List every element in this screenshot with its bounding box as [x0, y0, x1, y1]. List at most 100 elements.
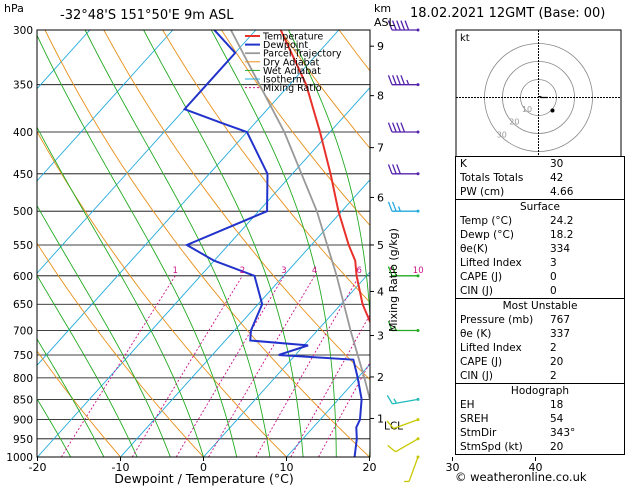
index-label: Temp (°C): [460, 215, 513, 227]
index-label: SREH: [460, 413, 489, 425]
index-row: StmDir 343°: [456, 426, 624, 440]
index-row: StmSpd (kt) 20: [456, 440, 624, 454]
wet-adiabat-line: [37, 397, 72, 457]
legend-label: Dewpoint: [263, 40, 308, 51]
wind-barb: [387, 320, 420, 333]
wet-adiabat-line: [288, 30, 370, 457]
index-row: Temp (°C) 24.2: [456, 214, 624, 228]
index-label: StmSpd (kt): [460, 441, 523, 453]
index-row: θe(K) 334: [456, 242, 624, 256]
isotherm-line: [203, 271, 370, 457]
index-value: 334: [550, 243, 571, 255]
temp-tick-label: -10: [112, 461, 130, 474]
parcel-trajectory-line: [230, 30, 370, 403]
mixing-ratio-label: 6: [357, 266, 362, 276]
index-value: 30: [550, 158, 564, 170]
dry-adiabat-line: [44, 30, 370, 457]
wet-adiabat-line: [84, 30, 271, 457]
index-row: θe (K) 337: [456, 327, 624, 341]
index-row: Dewp (°C) 18.2: [456, 228, 624, 242]
pressure-tick-label: 400: [13, 127, 33, 139]
km-label: km: [374, 2, 391, 15]
hodograph-title: Hodograph: [510, 385, 570, 397]
mixing-ratio-axis-title: Mixing Ratio (g/kg): [387, 228, 400, 332]
km-tick-label: 6: [377, 191, 384, 204]
index-value: 54: [550, 413, 564, 425]
wet-adiabat-line: [143, 30, 304, 457]
temp-tick-label: 30: [446, 461, 460, 474]
index-row: K 30: [456, 157, 624, 171]
wind-barb: [404, 455, 420, 483]
pressure-tick-label: 300: [13, 25, 33, 37]
pressure-tick-label: 500: [13, 206, 33, 218]
date-title: 18.02.2021 12GMT (Base: 00): [410, 6, 606, 21]
legend-label: Isotherm: [263, 75, 305, 86]
storm-motion-dot: [550, 108, 555, 113]
isotherm-line: [37, 30, 257, 274]
isotherm-line: [286, 363, 370, 457]
isotherm-line: [0, 30, 7, 457]
km-tick-label: 1: [377, 412, 384, 425]
mixing-ratio-label: 3: [281, 266, 286, 276]
index-row: EH 18: [456, 398, 624, 412]
km-tick-label: 7: [377, 142, 384, 155]
temp-tick-label: 10: [280, 461, 294, 474]
wind-barb: [387, 201, 420, 213]
temp-tick-label: 0: [200, 461, 207, 474]
wet-adiabat-line: [37, 34, 238, 457]
wind-barb: [387, 266, 420, 278]
temperature-line: [279, 30, 370, 325]
index-label: CAPE (J): [460, 271, 503, 283]
hpa-label: hPa: [4, 2, 24, 15]
index-label: EH: [460, 399, 475, 411]
isotherm-line: [120, 179, 370, 457]
index-label: Totals Totals: [460, 172, 524, 184]
hodograph-unit-label: kt: [460, 33, 470, 44]
mixing-ratio-label: 1: [172, 266, 177, 276]
mixing-ratio-line: [175, 275, 285, 457]
copyright-text: © weatheronline.co.uk: [455, 470, 587, 484]
mixing-ratio-label: 10: [413, 266, 424, 276]
km-tick-label: 5: [377, 239, 384, 252]
index-row: PW (cm) 4.66: [456, 185, 624, 199]
hodograph-ring-label: 10: [522, 105, 532, 114]
index-value: 20: [550, 356, 564, 368]
legend-label: Wet Adiabat: [263, 66, 321, 77]
pressure-tick-label: 750: [13, 350, 33, 362]
index-value: 2: [550, 370, 557, 382]
wind-barb: [387, 122, 420, 134]
hodograph-section: Hodograph EH 18 SREH 54 StmDir 343° StmSpd (kt…: [456, 383, 624, 454]
km-tick-label: 9: [377, 40, 384, 53]
km-tick-label: 2: [377, 371, 384, 384]
wind-barb: [387, 20, 420, 32]
dry-adiabat-line: [221, 30, 370, 227]
index-row: CIN (J) 2: [456, 369, 624, 383]
wind-barb: [386, 394, 420, 405]
wind-barb: [387, 75, 420, 87]
index-value: 18.2: [550, 229, 574, 241]
km-tick-label: 4: [377, 285, 384, 298]
mixing-ratio-label: 8: [389, 266, 394, 276]
wet-adiabat-line: [37, 274, 138, 457]
mixing-ratio-line: [131, 275, 243, 457]
wind-barb: [387, 437, 420, 453]
dry-adiabat-line: [103, 30, 370, 381]
hodograph-ring-label: 30: [497, 130, 507, 139]
mixing-ratio-line: [255, 275, 360, 457]
index-value: 20: [550, 441, 564, 453]
dry-adiabat-line: [37, 242, 204, 457]
surface-section: Surface Temp (°C) 24.2 Dewp (°C) 18.2 θe(K) 3…: [456, 199, 624, 298]
index-row: SREH 54: [456, 412, 624, 426]
index-value: 0: [550, 271, 557, 283]
temp-tick-label: 40: [529, 461, 543, 474]
index-row: CAPE (J) 20: [456, 355, 624, 369]
isotherm-line: [37, 86, 370, 457]
index-label: StmDir: [460, 427, 497, 439]
pressure-tick-label: 350: [13, 80, 33, 92]
wind-barb: [386, 418, 420, 430]
asl-label: ASL: [374, 16, 396, 29]
km-tick-label: 3: [377, 330, 384, 343]
pressure-tick-label: 800: [13, 373, 33, 385]
legend-label: Temperature: [262, 32, 323, 43]
